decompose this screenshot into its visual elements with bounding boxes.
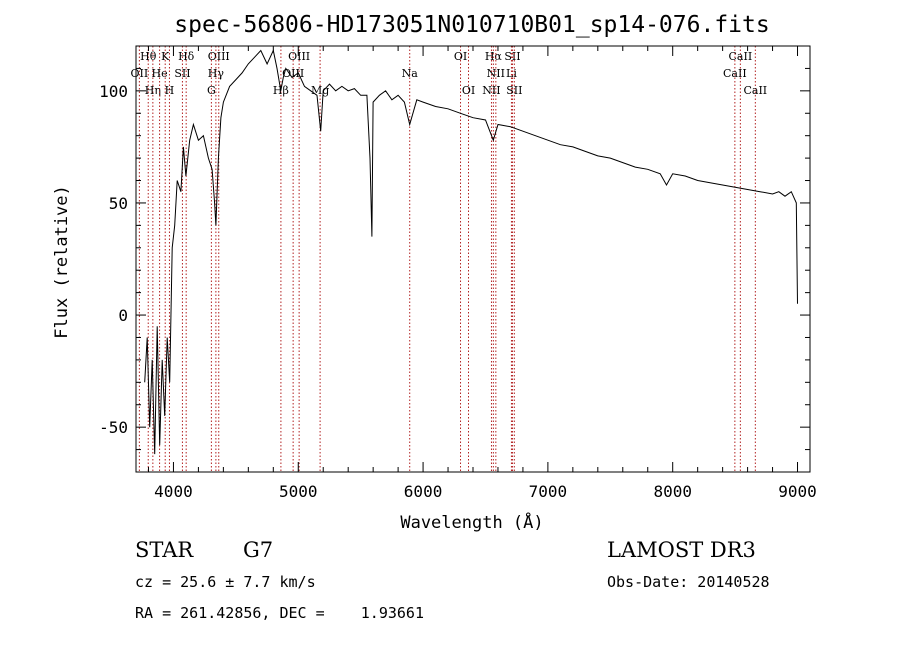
line-label-24: CaII	[729, 50, 753, 63]
axis-ticks: 4000 5000 6000 7000 8000 9000 -50 0 50 100	[99, 45, 817, 501]
line-label-18: Hα	[485, 50, 503, 63]
y-tick-label-3: 100	[99, 82, 128, 101]
line-label-3: He	[152, 67, 168, 80]
line-label-6: Hδ	[178, 50, 195, 63]
line-label-7: SII	[174, 67, 190, 80]
line-label-22: NII	[482, 84, 500, 97]
line-label-2: Hη	[145, 84, 161, 97]
coordinates: RA = 261.42856, DEC = 1.93661	[135, 604, 424, 622]
line-label-17: OI	[462, 84, 475, 97]
x-tick-label-4: 8000	[653, 482, 692, 501]
line-label-10: G	[207, 84, 216, 97]
line-label-0: Hθ	[140, 50, 157, 63]
survey-name: LAMOST DR3	[607, 538, 756, 562]
object-subclass: G7	[243, 538, 274, 562]
x-tick-label-0: 4000	[154, 482, 193, 501]
line-label-19: SII	[504, 50, 520, 63]
y-axis-label: Flux (relative)	[52, 185, 72, 339]
line-label-4: K	[161, 50, 170, 63]
spectrum-series-line	[144, 48, 798, 455]
line-label-25: CaII	[723, 67, 747, 80]
line-label-26: CaII	[743, 84, 767, 97]
object-class: STAR	[135, 538, 194, 562]
y-tick-label-2: 50	[109, 194, 128, 213]
line-label-14: Mg	[311, 84, 329, 97]
x-tick-label-1: 5000	[279, 482, 318, 501]
line-label-23: SII	[506, 84, 522, 97]
line-label-15: Na	[402, 67, 419, 80]
cz-value: cz = 25.6 ± 7.7 km/s	[135, 573, 316, 591]
plot-frame	[135, 45, 811, 473]
line-label-20: NII	[487, 67, 505, 80]
x-tick-label-2: 6000	[404, 482, 443, 501]
x-tick-label-3: 7000	[529, 482, 568, 501]
x-axis-label: Wavelength (Å)	[400, 511, 543, 533]
line-label-5: H	[165, 84, 175, 97]
line-label-9: Hγ	[208, 67, 225, 80]
line-label-21: Li	[506, 67, 517, 80]
chart-title: spec-56806-HD173051N010710B01_sp14-076.f…	[174, 12, 769, 38]
obs-date: Obs-Date: 20140528	[607, 573, 770, 591]
line-label-16: OI	[454, 50, 467, 63]
line-label-8: OIII	[208, 50, 230, 63]
y-tick-label-1: 0	[118, 306, 128, 325]
x-tick-label-5: 9000	[778, 482, 817, 501]
line-label-1: OII	[131, 67, 149, 80]
y-tick-label-0: -50	[99, 418, 128, 437]
line-label-11: OIII	[288, 50, 310, 63]
